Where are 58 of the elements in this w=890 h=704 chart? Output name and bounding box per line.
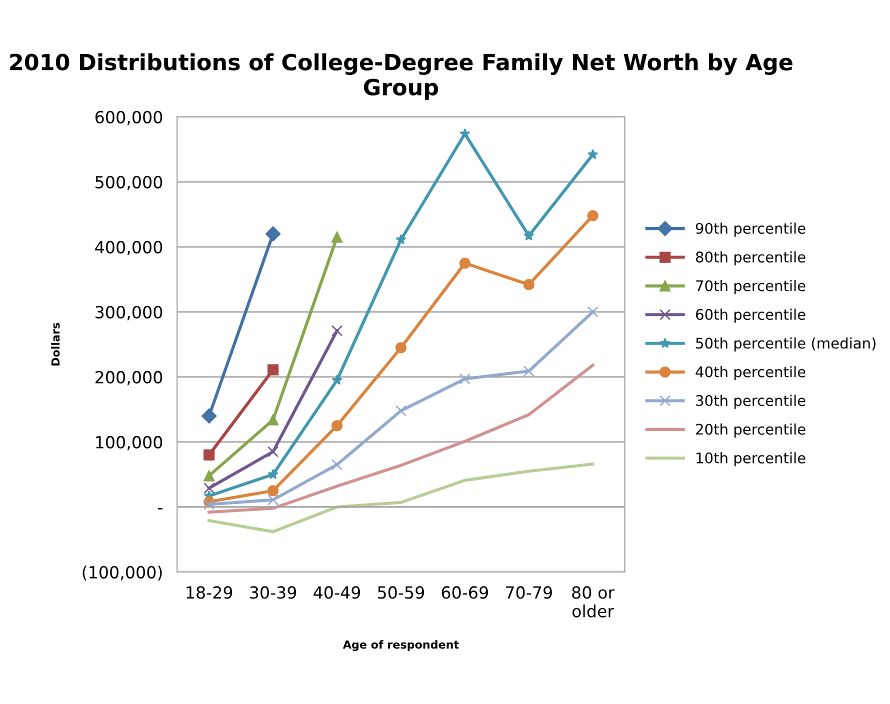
point (204, 449, 215, 461)
legend-label: 50th percentile (median) (696, 337, 876, 352)
point (395, 405, 406, 416)
x-tick-label: 80 or older (572, 586, 615, 618)
x-tick-label: 60-69 (442, 586, 488, 599)
legend-label: 30th percentile (696, 394, 806, 409)
legend-label: 70th percentile (696, 280, 806, 294)
point (267, 414, 279, 426)
y-tick-label: 400,000 (95, 240, 162, 256)
line-series (208, 364, 594, 514)
legend-label: 40th percentile (696, 366, 806, 380)
point (524, 230, 534, 240)
point (459, 258, 470, 269)
y-tick-label: 300,000 (96, 306, 162, 320)
x-axis-title: Age of respondent (342, 640, 459, 651)
point (587, 149, 598, 160)
point (523, 366, 534, 377)
point (267, 446, 279, 458)
point (204, 498, 215, 510)
point (587, 306, 598, 318)
point (267, 485, 279, 496)
y-tick-label: 500,000 (96, 176, 162, 190)
legend-label: 80th percentile (696, 251, 806, 266)
point (395, 342, 406, 354)
y-axis-title: Dollars (51, 322, 60, 366)
y-tick-label: 600,000 (95, 110, 162, 126)
point (396, 234, 406, 244)
point (204, 470, 215, 482)
y-tick-label: (100,000) (82, 566, 162, 581)
x-tick-label: 50-59 (378, 586, 424, 599)
point (459, 373, 470, 384)
x-tick-label: 18-29 (186, 586, 232, 599)
x-tick-label: 30-39 (250, 586, 296, 599)
point (332, 374, 342, 385)
x-tick-label: 40-49 (314, 586, 360, 599)
legend-label: 90th percentile (696, 222, 806, 237)
x-tick-label: 70-79 (506, 586, 552, 599)
legend-label: 10th percentile (696, 452, 806, 466)
y-tick-label: - (158, 508, 162, 510)
point (268, 468, 278, 480)
point (331, 459, 343, 470)
point (202, 408, 217, 424)
point (587, 210, 598, 222)
legend-label: 20th percentile (696, 423, 806, 438)
point (460, 128, 470, 138)
point (204, 482, 215, 494)
point (331, 232, 343, 243)
point (267, 364, 279, 376)
y-tick-label: 100,000 (96, 436, 162, 450)
chart-title: 2010 Distributions of College-Degree Family Net Worth by Age Group (10, 53, 792, 100)
point (331, 420, 343, 432)
point (523, 279, 534, 290)
legend-label: 60th percentile (696, 308, 806, 323)
point (267, 494, 279, 506)
point (331, 325, 343, 336)
line-series (208, 462, 594, 534)
point (265, 226, 281, 242)
y-tick-label: 200,000 (96, 370, 162, 386)
